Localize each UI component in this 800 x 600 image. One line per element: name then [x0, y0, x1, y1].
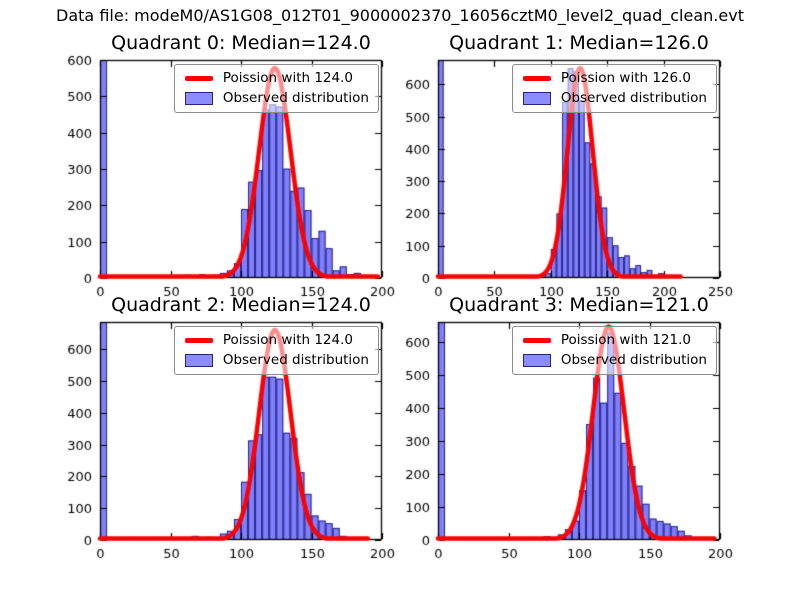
legend-patch-swatch: [522, 92, 551, 105]
legend-label: Observed distribution: [222, 90, 369, 106]
legend-entry-fit: Poission with 124.0: [184, 70, 369, 87]
legend-entry-fit: Poission with 121.0: [522, 332, 707, 349]
legend-entry-observed: Observed distribution: [184, 352, 369, 369]
legend-line-swatch: [184, 76, 213, 81]
subplot-title: Quadrant 2: Median=124.0: [111, 294, 371, 316]
legend-entry-observed: Observed distribution: [522, 352, 707, 369]
legend: Poission with 121.0 Observed distributio…: [511, 326, 717, 375]
subplot-quadrant-1: Quadrant 1: Median=126.0 Poission with 1…: [376, 32, 746, 308]
subplot-title: Quadrant 1: Median=126.0: [449, 32, 709, 54]
subplot-quadrant-0: Quadrant 0: Median=124.0 Poission with 1…: [38, 32, 408, 308]
legend-line-swatch: [522, 338, 551, 343]
legend-entry-observed: Observed distribution: [184, 90, 369, 107]
legend-label: Poission with 124.0: [222, 332, 353, 348]
legend-patch-swatch: [522, 354, 551, 367]
legend-patch-swatch: [184, 354, 213, 367]
legend: Poission with 124.0 Observed distributio…: [173, 326, 379, 375]
subplot-quadrant-3: Quadrant 3: Median=121.0 Poission with 1…: [376, 294, 746, 570]
legend-line-swatch: [184, 338, 213, 343]
legend-entry-fit: Poission with 126.0: [522, 70, 707, 87]
legend-label: Poission with 121.0: [560, 332, 691, 348]
subplot-title: Quadrant 0: Median=124.0: [111, 32, 371, 54]
legend-label: Observed distribution: [222, 352, 369, 368]
legend: Poission with 124.0 Observed distributio…: [173, 64, 379, 113]
legend-label: Poission with 124.0: [222, 70, 353, 86]
subplot-title: Quadrant 3: Median=121.0: [449, 294, 709, 316]
figure-title: Data file: modeM0/AS1G08_012T01_90000023…: [56, 6, 744, 25]
subplot-quadrant-2: Quadrant 2: Median=124.0 Poission with 1…: [38, 294, 408, 570]
legend-label: Poission with 126.0: [560, 70, 691, 86]
legend-label: Observed distribution: [560, 352, 707, 368]
legend-label: Observed distribution: [560, 90, 707, 106]
legend-entry-observed: Observed distribution: [522, 90, 707, 107]
legend: Poission with 126.0 Observed distributio…: [511, 64, 717, 113]
legend-line-swatch: [522, 76, 551, 81]
legend-patch-swatch: [184, 92, 213, 105]
legend-entry-fit: Poission with 124.0: [184, 332, 369, 349]
